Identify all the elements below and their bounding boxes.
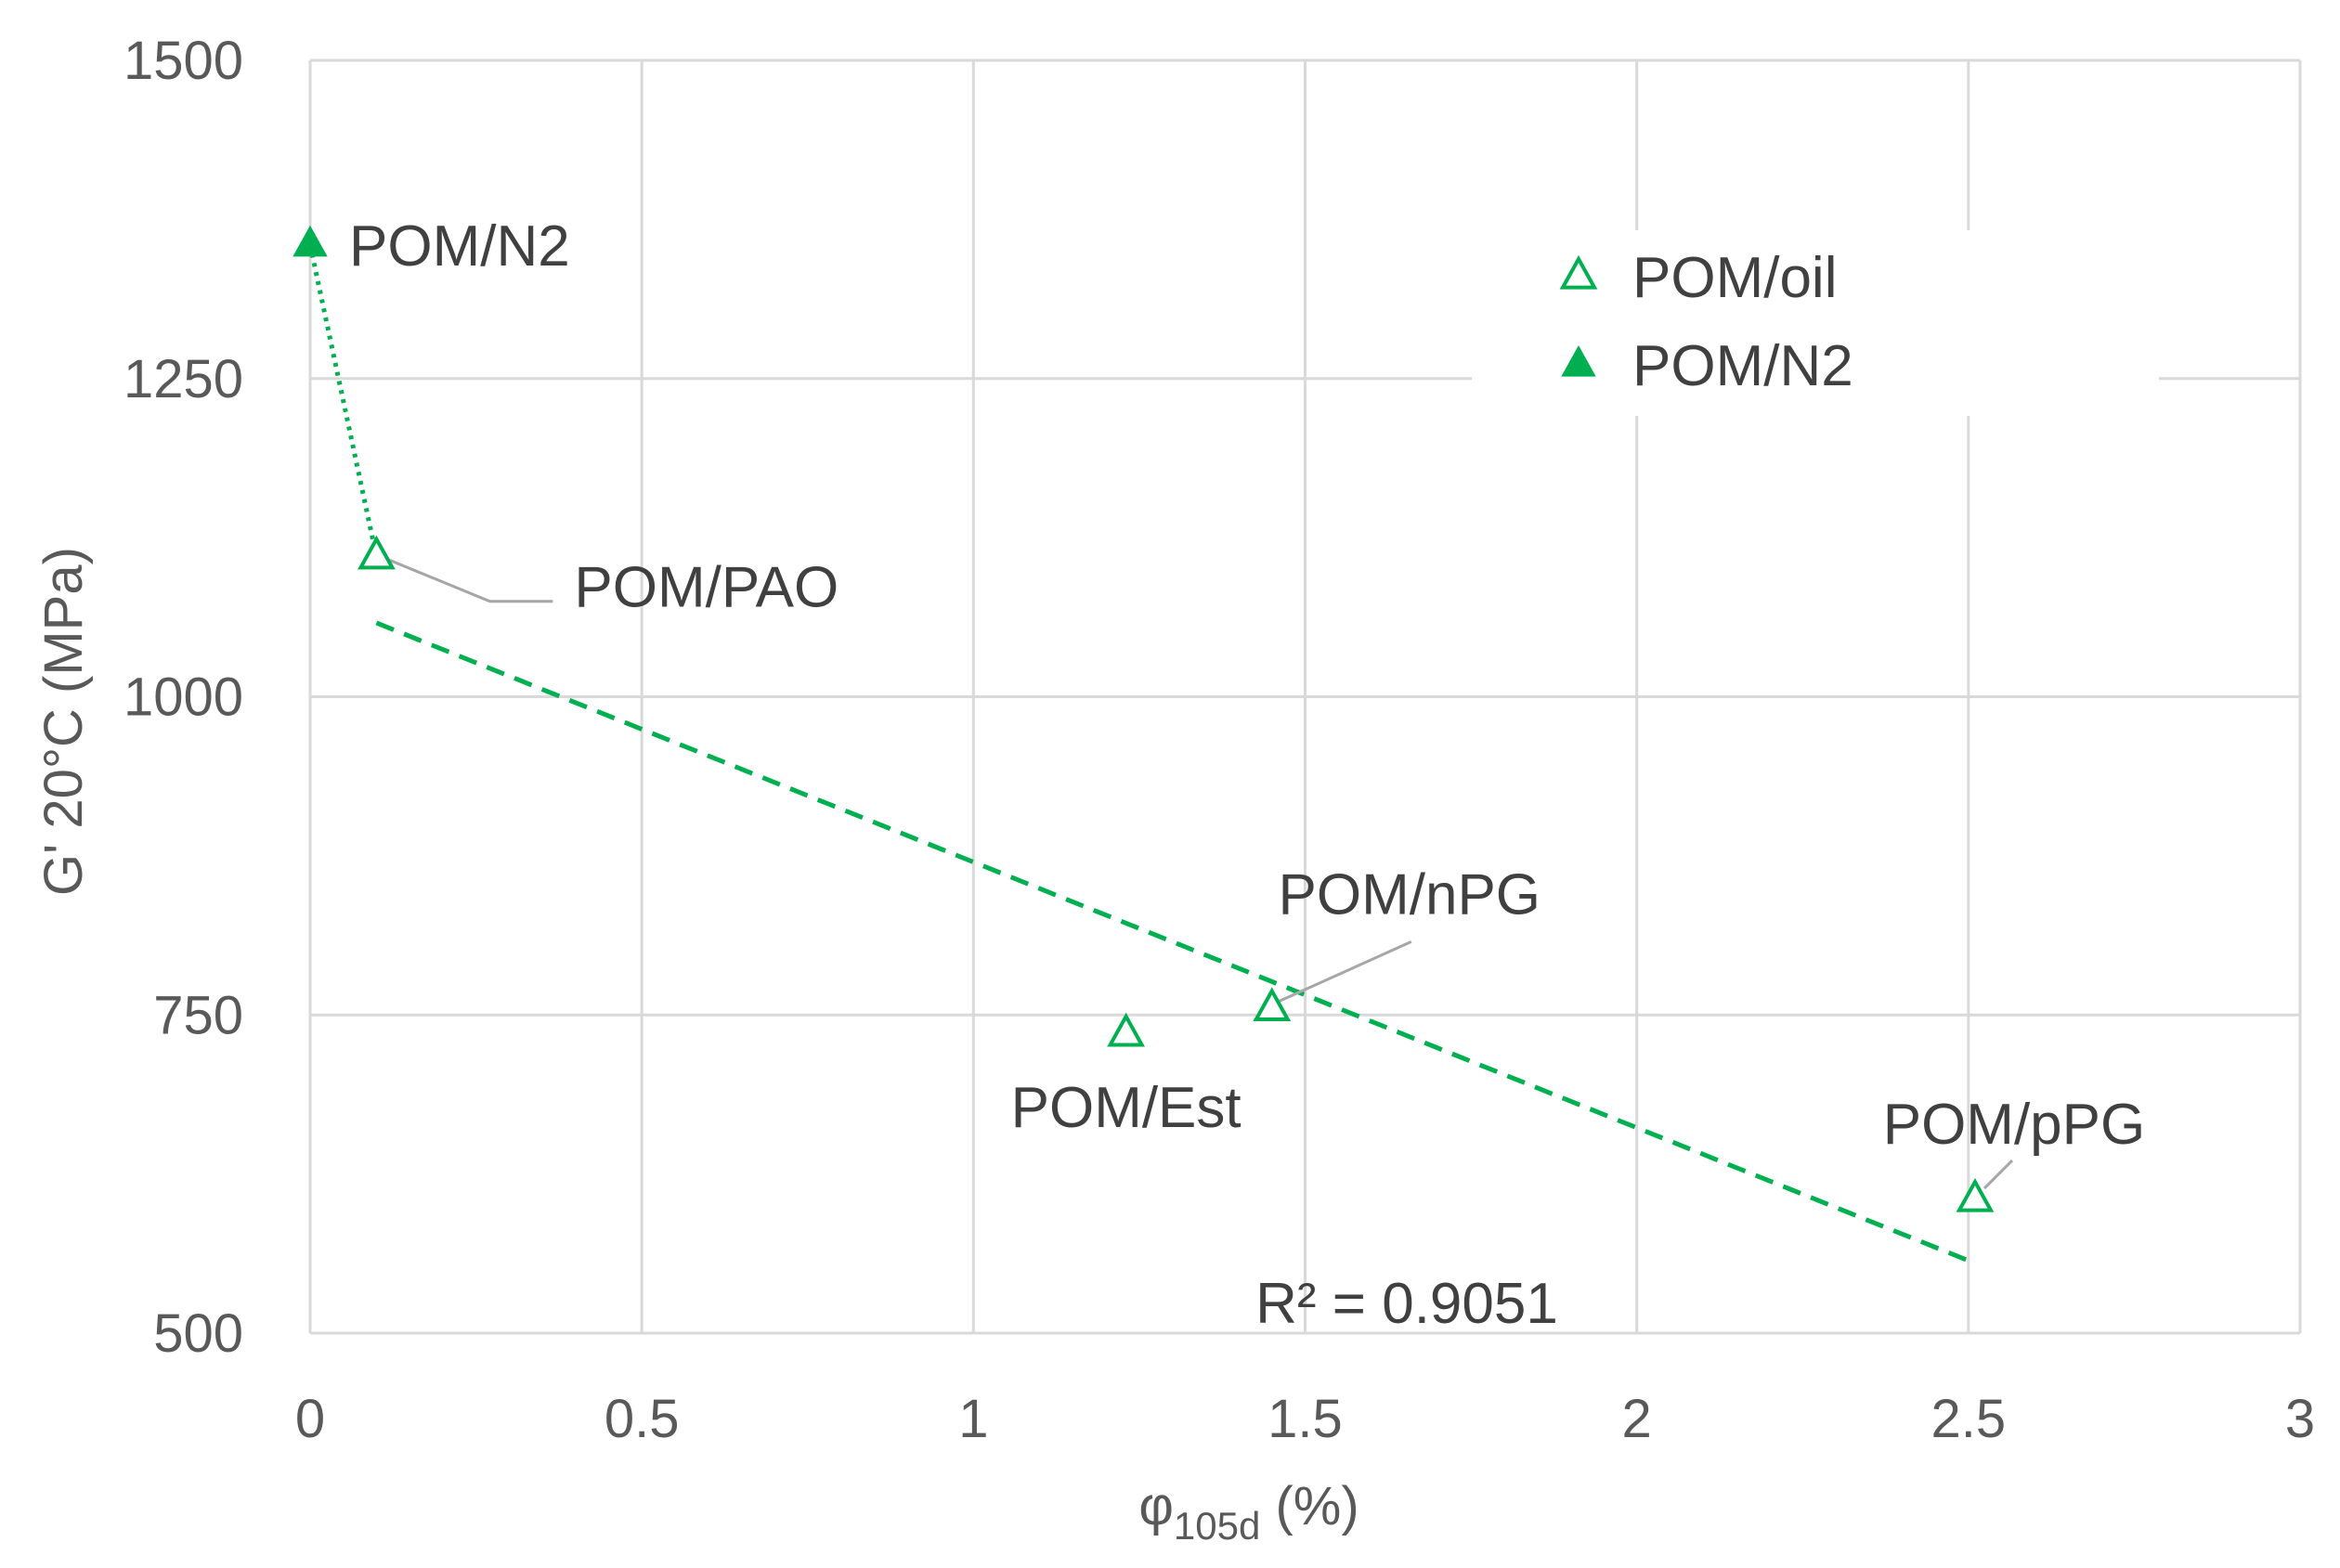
x-axis-title-symbol: φ — [1138, 1476, 1174, 1536]
legend-background — [1472, 230, 2159, 416]
x-axis-title: φ105d (%) — [1138, 1476, 1358, 1548]
x-tick-label: 2 — [1622, 1389, 1652, 1449]
open-triangle-marker — [1107, 1012, 1146, 1047]
tick-labels: 0 0.5 1 1.5 2 2.5 3 500 750 1000 1250 1500 — [124, 31, 2315, 1449]
legend: POM/oil POM/N2 — [1472, 230, 2159, 416]
open-triangle-marker — [1253, 987, 1292, 1022]
point-label: POM/Est — [1011, 1076, 1242, 1140]
legend-entry-label: POM/oil — [1632, 246, 1837, 310]
y-tick-label: 750 — [153, 985, 243, 1045]
x-tick-label: 0.5 — [604, 1389, 680, 1449]
x-tick-label: 1 — [958, 1389, 988, 1449]
legend-open-triangle-icon — [1559, 254, 1598, 290]
dotted-connector-line — [307, 244, 379, 558]
x-tick-label: 2.5 — [1931, 1389, 2007, 1449]
point-labels: POM/PAO POM/Est POM/nPG POM/pPG POM/N2 — [349, 214, 2145, 1157]
filled-triangle-marker — [292, 225, 328, 257]
r-squared-label: R² = 0.9051 — [1255, 1272, 1558, 1336]
label-leader-line — [1982, 1159, 2014, 1190]
label-leader-line — [384, 557, 553, 603]
x-tick-label: 0 — [295, 1389, 325, 1449]
y-tick-label: 1000 — [124, 667, 243, 728]
x-axis-title-subscript: 105d — [1174, 1504, 1260, 1548]
legend-entry-label: POM/N2 — [1632, 334, 1853, 398]
y-tick-label: 1250 — [124, 349, 243, 409]
open-triangle-marker — [1956, 1177, 1995, 1212]
y-axis-title: G' 20°C (MPa) — [33, 547, 94, 896]
point-label: POM/pPG — [1883, 1093, 2146, 1157]
x-axis-title-unit: (%) — [1260, 1476, 1358, 1536]
y-tick-label: 1500 — [124, 31, 243, 91]
x-tick-label: 1.5 — [1268, 1389, 1343, 1449]
data-points — [292, 225, 1995, 1212]
open-triangle-marker — [358, 535, 396, 570]
x-tick-label: 3 — [2285, 1389, 2315, 1449]
legend-filled-triangle-icon — [1561, 344, 1596, 377]
linear-trendline — [375, 620, 1970, 1263]
label-leader-line — [1279, 940, 1412, 1003]
point-label: POM/nPG — [1279, 862, 1541, 927]
point-label: POM/N2 — [349, 214, 570, 279]
label-leader-lines — [384, 557, 2014, 1190]
point-label: POM/PAO — [574, 556, 838, 620]
y-tick-label: 500 — [153, 1303, 243, 1364]
trend-lines — [307, 244, 1970, 1263]
